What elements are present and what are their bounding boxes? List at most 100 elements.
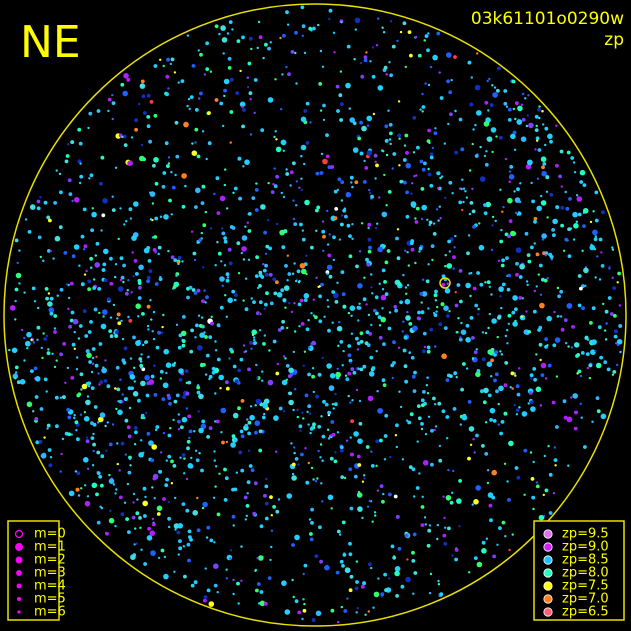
star xyxy=(262,56,265,60)
star xyxy=(134,118,139,123)
star xyxy=(53,330,57,334)
star xyxy=(64,159,69,164)
star xyxy=(339,70,343,73)
star xyxy=(303,350,307,353)
star xyxy=(370,464,375,468)
star xyxy=(24,218,28,221)
star xyxy=(512,321,518,327)
star xyxy=(256,46,259,50)
star xyxy=(193,258,197,262)
star xyxy=(403,335,408,340)
star xyxy=(456,498,462,504)
star xyxy=(173,258,178,262)
star xyxy=(388,61,391,64)
star xyxy=(169,427,172,430)
star xyxy=(153,364,156,367)
star xyxy=(412,116,417,120)
star xyxy=(322,118,326,122)
star xyxy=(187,97,191,101)
star xyxy=(267,97,274,103)
star xyxy=(366,262,371,267)
star xyxy=(159,377,163,380)
star xyxy=(618,304,621,307)
star xyxy=(383,572,387,577)
star xyxy=(372,606,375,609)
star xyxy=(245,514,248,517)
star xyxy=(500,306,503,310)
star xyxy=(380,316,387,323)
star xyxy=(70,376,75,380)
star xyxy=(568,197,572,201)
star xyxy=(499,188,502,191)
star xyxy=(223,236,228,241)
star xyxy=(434,345,437,348)
star xyxy=(226,276,230,279)
star xyxy=(215,419,220,424)
star xyxy=(84,334,89,338)
star xyxy=(453,246,456,249)
star xyxy=(213,192,216,196)
star xyxy=(140,439,143,442)
star xyxy=(263,307,266,310)
star xyxy=(202,266,205,269)
star xyxy=(406,251,409,254)
star xyxy=(196,241,199,244)
star xyxy=(375,439,380,444)
star xyxy=(495,135,498,138)
star xyxy=(476,110,482,116)
star xyxy=(408,465,413,469)
star xyxy=(264,42,268,47)
star xyxy=(293,222,298,227)
star xyxy=(560,185,563,188)
star xyxy=(365,445,370,449)
star xyxy=(197,314,201,317)
star xyxy=(336,431,340,434)
star xyxy=(548,252,553,257)
star xyxy=(170,213,173,216)
star xyxy=(18,282,21,285)
star xyxy=(195,458,200,463)
star xyxy=(30,369,34,373)
star xyxy=(341,364,344,367)
star xyxy=(131,251,134,254)
star xyxy=(443,326,448,330)
star xyxy=(498,526,502,530)
star xyxy=(275,509,280,514)
star xyxy=(485,537,489,540)
star xyxy=(316,205,321,210)
star xyxy=(357,319,360,322)
star xyxy=(161,397,166,401)
star xyxy=(363,276,366,279)
star xyxy=(205,67,210,71)
star xyxy=(419,108,422,111)
star xyxy=(198,238,203,242)
star xyxy=(301,268,307,275)
star xyxy=(483,154,487,158)
star xyxy=(162,64,165,68)
star xyxy=(471,357,475,360)
star xyxy=(491,150,494,154)
star xyxy=(512,295,518,301)
star xyxy=(241,246,247,252)
star xyxy=(357,283,363,289)
star xyxy=(319,456,322,459)
star xyxy=(125,517,129,521)
star xyxy=(387,109,390,112)
star xyxy=(251,196,256,201)
star xyxy=(500,228,503,232)
star xyxy=(363,474,366,477)
star xyxy=(396,228,400,231)
star xyxy=(185,508,190,513)
star xyxy=(458,525,461,528)
star xyxy=(382,31,386,34)
star xyxy=(133,543,136,546)
star xyxy=(497,66,501,71)
star xyxy=(319,171,324,175)
star xyxy=(94,262,100,268)
star-field xyxy=(8,5,623,624)
star xyxy=(23,359,26,362)
star xyxy=(466,251,470,256)
star xyxy=(240,468,245,473)
star xyxy=(449,112,453,117)
star xyxy=(515,261,519,266)
